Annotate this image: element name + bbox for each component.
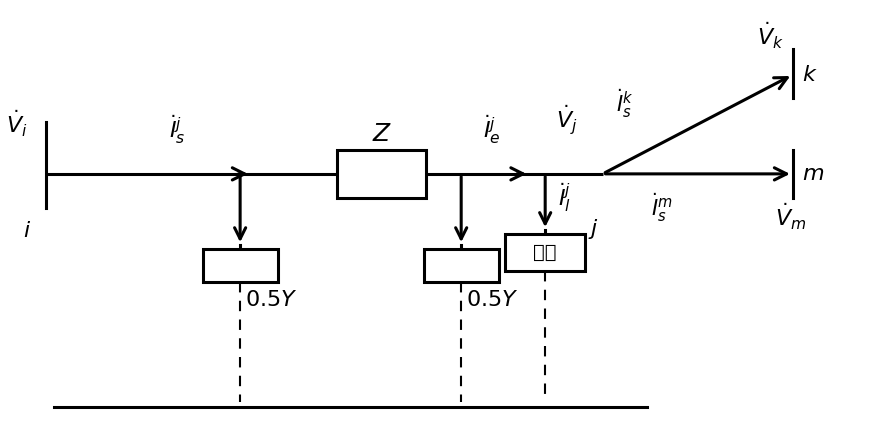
Text: $\dot{I}_e^j$: $\dot{I}_e^j$ <box>483 113 501 146</box>
Text: $\dot{I}_s^k$: $\dot{I}_s^k$ <box>615 87 633 120</box>
Text: $0.5Y$: $0.5Y$ <box>465 290 517 310</box>
Text: $\dot{I}_l^j$: $\dot{I}_l^j$ <box>558 181 571 214</box>
Text: $\dot{I}_s^j$: $\dot{I}_s^j$ <box>169 113 186 146</box>
Text: 负荷: 负荷 <box>532 243 556 262</box>
Text: $\dot{V}_i$: $\dot{V}_i$ <box>6 109 27 139</box>
Text: $\dot{V}_k$: $\dot{V}_k$ <box>757 20 783 51</box>
Text: $m$: $m$ <box>801 164 823 184</box>
Text: $Z$: $Z$ <box>371 122 392 146</box>
Bar <box>337 150 425 197</box>
Bar <box>505 234 584 271</box>
Text: $\dot{I}_s^m$: $\dot{I}_s^m$ <box>650 191 672 224</box>
Text: $0.5Y$: $0.5Y$ <box>245 290 297 310</box>
Text: $k$: $k$ <box>801 65 816 85</box>
Text: $\dot{V}_m$: $\dot{V}_m$ <box>774 202 805 233</box>
Text: $j$: $j$ <box>587 217 598 241</box>
Bar <box>202 250 277 282</box>
Bar <box>424 250 498 282</box>
Text: $\dot{V}_j$: $\dot{V}_j$ <box>556 103 577 137</box>
Text: $i$: $i$ <box>23 221 32 241</box>
